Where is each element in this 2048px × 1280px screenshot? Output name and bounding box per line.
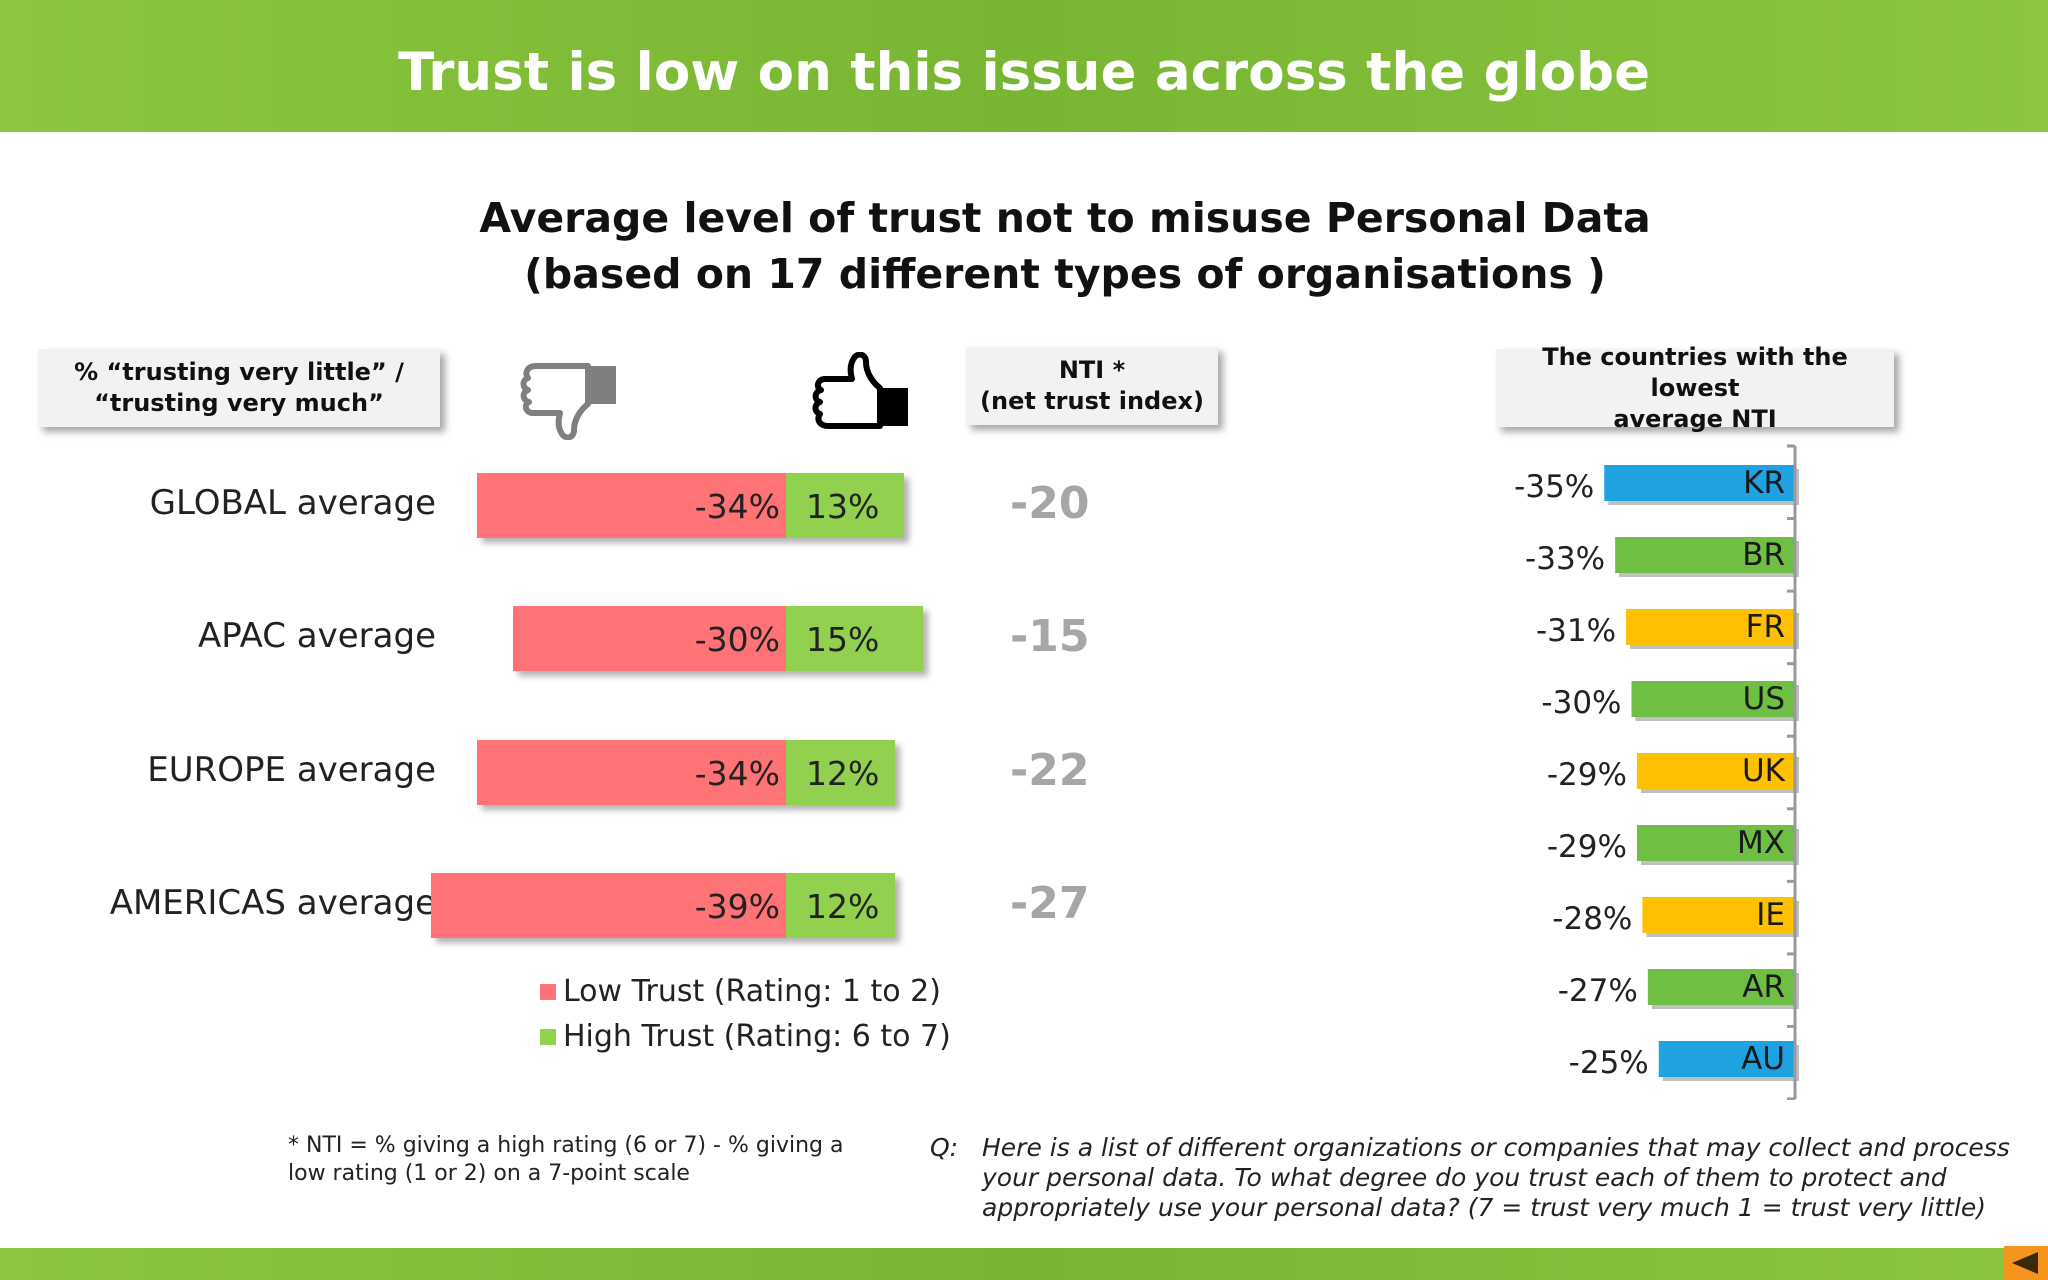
country-bar	[1604, 465, 1795, 501]
country-bar	[1615, 537, 1795, 573]
nti-header-line-2: (net trust index)	[980, 387, 1204, 415]
country-bar	[1636, 753, 1795, 789]
country-code-label: KR	[1743, 465, 1785, 501]
region-label: AMERICAS average	[109, 882, 436, 923]
question-prefix: Q:	[930, 1133, 959, 1162]
country-value-label: -29%	[1547, 757, 1627, 793]
lowest-countries-header: The countries with the lowest average NT…	[1496, 343, 1894, 433]
low-trust-value: -34%	[694, 753, 780, 793]
region-label: APAC average	[198, 616, 436, 657]
low-trust-value: -39%	[694, 886, 780, 926]
slide-title: Trust is low on this issue across the gl…	[397, 42, 1651, 103]
high-trust-bar	[786, 473, 905, 538]
arrow-left-icon	[2012, 1252, 2038, 1274]
top-banner	[0, 0, 2048, 132]
country-bar	[1658, 1041, 1795, 1077]
thumbs-down-icon	[520, 358, 624, 444]
low-trust-value: -30%	[694, 620, 780, 660]
region-label: GLOBAL average	[149, 483, 436, 523]
nti-value: -15	[1010, 611, 1090, 663]
high-trust-value: 13%	[806, 487, 880, 526]
lowest-countries-header-line-1: The countries with the lowest	[1542, 342, 1848, 402]
legend-low-trust-label: Low Trust (Rating: 1 to 2)	[563, 974, 941, 1009]
country-code-label: UK	[1742, 753, 1786, 789]
thumbs-up-icon	[812, 351, 916, 438]
high-trust-bar	[786, 872, 896, 938]
country-value-label: -31%	[1536, 613, 1616, 649]
high-trust-value: 15%	[806, 620, 880, 660]
legend-high-trust: High Trust (Rating: 6 to 7)	[540, 1019, 951, 1054]
nti-footnote-line-1: * NTI = % giving a high rating (6 or 7) …	[288, 1133, 844, 1158]
nti-value: -22	[1010, 744, 1090, 796]
legend-high-trust-swatch	[540, 1028, 556, 1045]
country-bar	[1626, 609, 1795, 645]
nti-header-line-1: NTI *	[1058, 356, 1126, 384]
chart-title: Average level of trust not to misuse Per…	[420, 190, 1710, 302]
country-bar	[1631, 681, 1795, 717]
trust-scale-header-line-1: % “trusting very little” /	[74, 358, 404, 386]
country-value-label: -28%	[1552, 901, 1632, 937]
question-line-2: your personal data. To what degree do yo…	[982, 1163, 1947, 1192]
country-value-label: -25%	[1569, 1045, 1649, 1081]
nti-value: -20	[1010, 478, 1090, 529]
country-code-label: US	[1743, 681, 1785, 717]
low-trust-bar	[476, 473, 786, 538]
country-code-label: AR	[1742, 969, 1785, 1005]
high-trust-bar	[786, 606, 923, 672]
nti-header: NTI * (net trust index)	[966, 347, 1218, 425]
low-trust-bar	[513, 606, 786, 672]
high-trust-value: 12%	[806, 886, 880, 926]
trust-scale-header: % “trusting very little” / “trusting ver…	[38, 349, 440, 427]
low-trust-bar	[476, 739, 786, 805]
legend-high-trust-label: High Trust (Rating: 6 to 7)	[563, 1019, 951, 1054]
low-trust-value: -34%	[694, 487, 780, 526]
country-code-label: FR	[1746, 609, 1785, 645]
country-code-label: IE	[1756, 897, 1785, 933]
legend-low-trust-swatch	[540, 983, 556, 1000]
country-code-label: MX	[1737, 825, 1785, 861]
legend-low-trust: Low Trust (Rating: 1 to 2)	[540, 974, 941, 1009]
country-value-label: -33%	[1525, 541, 1605, 577]
country-value-label: -29%	[1547, 829, 1627, 865]
question-line-3: appropriately use your personal data? (7…	[982, 1193, 1987, 1222]
region-label: EUROPE average	[147, 749, 436, 790]
previous-slide-button[interactable]	[2004, 1246, 2048, 1280]
chart-title-line-1: Average level of trust not to misuse Per…	[479, 194, 1651, 242]
low-trust-bar	[431, 872, 786, 938]
country-value-label: -30%	[1541, 685, 1621, 721]
lowest-countries-header-line-2: average NTI	[1613, 404, 1777, 433]
country-value-label: -27%	[1558, 973, 1638, 1009]
country-bar	[1647, 969, 1795, 1005]
country-code-label: AU	[1741, 1041, 1785, 1077]
country-value-label: -35%	[1514, 469, 1594, 505]
chart-title-line-2: (based on 17 different types of organisa…	[524, 250, 1606, 298]
country-code-label: BR	[1742, 537, 1785, 573]
question-line-1: Here is a list of different organization…	[982, 1133, 2010, 1162]
nti-value: -27	[1010, 877, 1090, 929]
nti-footnote: * NTI = % giving a high rating (6 or 7) …	[288, 1132, 848, 1188]
trust-scale-header-line-2: “trusting very much”	[94, 389, 384, 417]
country-bar	[1642, 897, 1795, 933]
high-trust-bar	[786, 739, 896, 805]
high-trust-value: 12%	[806, 753, 880, 793]
question-text: Here is a list of different organization…	[982, 1133, 2022, 1223]
nti-footnote-line-2: low rating (1 or 2) on a 7-point scale	[288, 1161, 690, 1186]
bottom-banner	[0, 1248, 2048, 1280]
lowest-countries-chart: KR -35% BR -33% FR -31% US -30% UK -29% MX -29% IE -2…	[1514, 444, 1799, 1100]
country-bar	[1636, 825, 1795, 861]
